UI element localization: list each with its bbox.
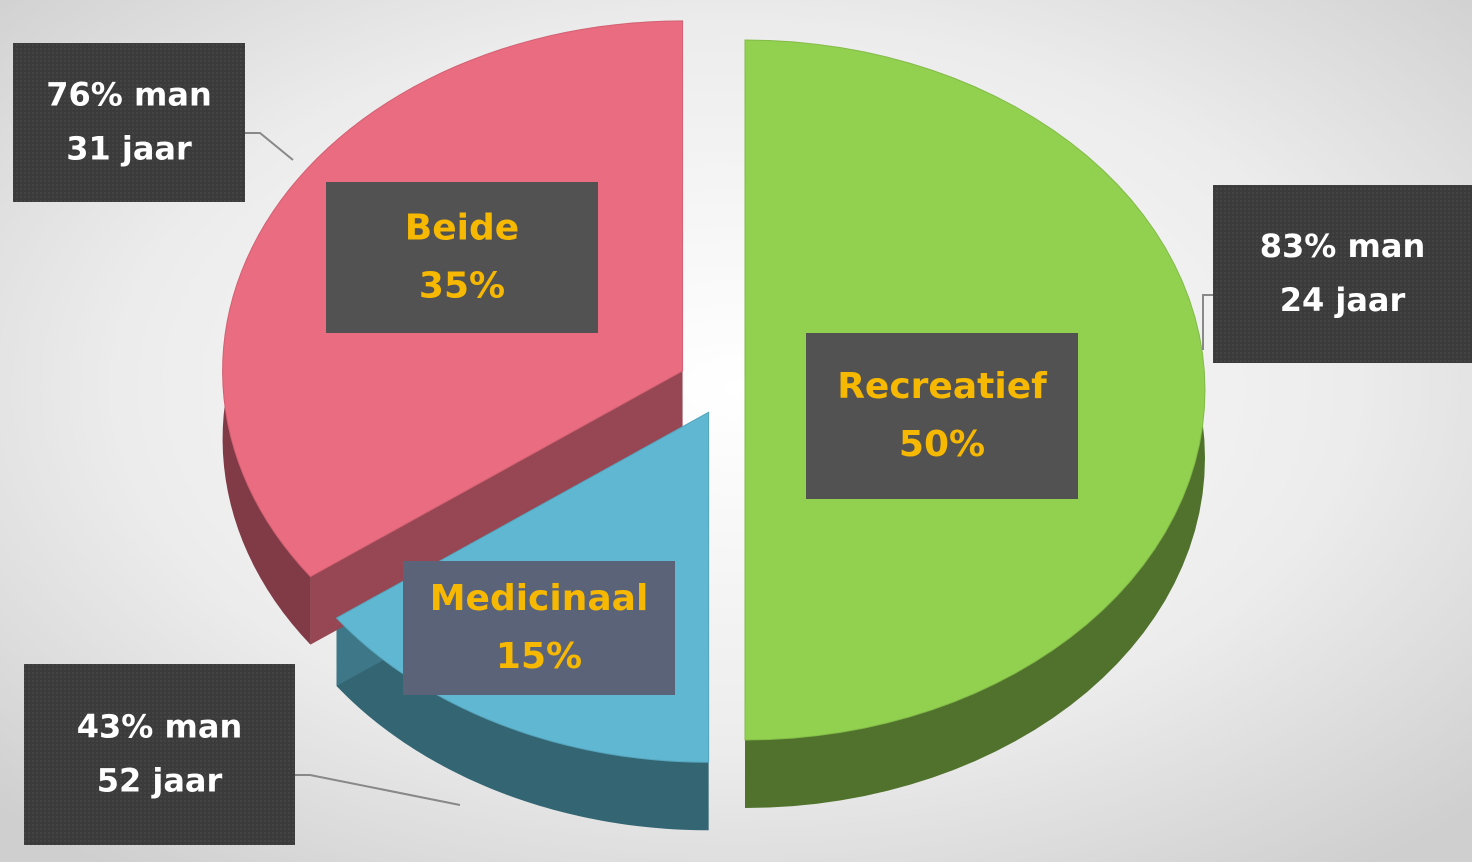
annotation: 31 jaar [66, 130, 192, 168]
annotation: 76% man [46, 76, 211, 114]
annotation: 43% man [77, 708, 242, 746]
annotation: 83% man [1260, 227, 1425, 265]
label-box [806, 333, 1078, 499]
category-label: Recreatief [837, 366, 1047, 407]
annotation-box [13, 43, 245, 202]
value-label: 35% [419, 266, 505, 307]
slice-side [336, 618, 709, 831]
annotation-box [24, 664, 295, 845]
leader-line [295, 774, 461, 806]
labels: Recreatief 50% 83% man 24 jaar Medicinaal 15%… [13, 43, 1472, 845]
value-label: 15% [496, 636, 582, 677]
label-box [326, 182, 598, 333]
value-label: 50% [899, 424, 985, 465]
annotation: 24 jaar [1280, 281, 1406, 319]
annotation: 52 jaar [97, 762, 223, 800]
category-label: Medicinaal [430, 578, 649, 619]
label-box [403, 561, 675, 695]
annotation-box [1213, 185, 1472, 363]
leader-line [245, 132, 294, 161]
leader-line [1202, 294, 1213, 350]
category-label: Beide [405, 208, 519, 249]
